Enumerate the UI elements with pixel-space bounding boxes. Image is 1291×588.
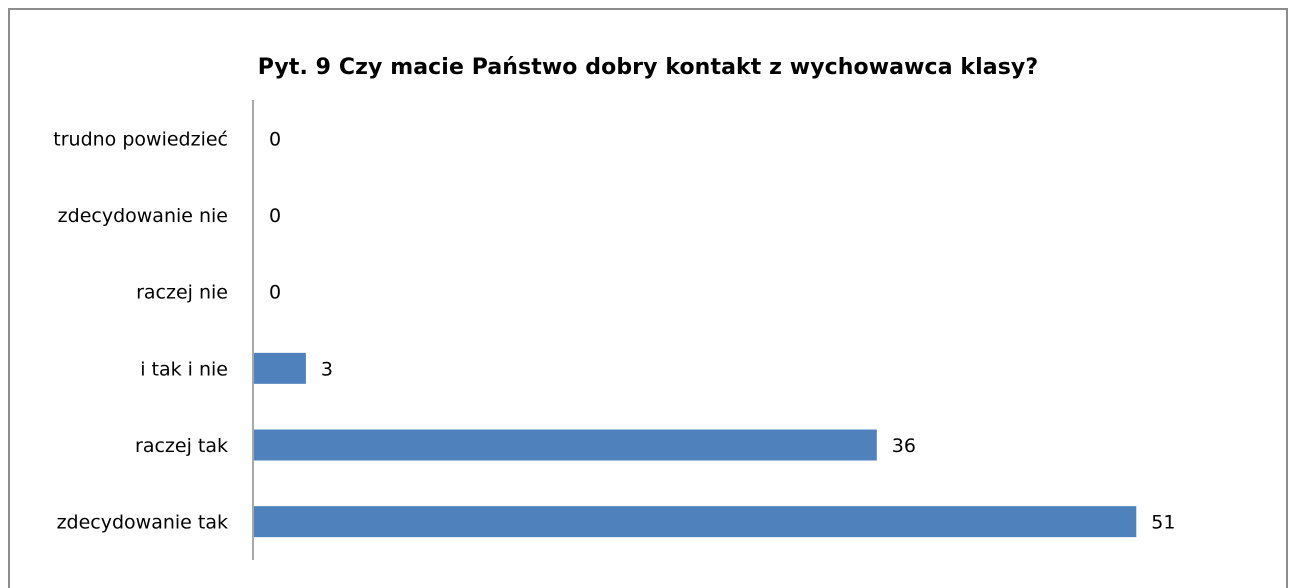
data-label: 0 xyxy=(269,128,281,150)
data-label: 0 xyxy=(269,205,281,227)
bar xyxy=(254,506,1137,538)
data-label: 36 xyxy=(892,435,916,457)
category-label: trudno powiedzieć xyxy=(53,128,228,150)
chart-title: Pyt. 9 Czy macie Państwo dobry kontakt z… xyxy=(257,55,1039,80)
bar xyxy=(254,352,306,384)
data-label: 51 xyxy=(1151,512,1175,534)
category-label: i tak i nie xyxy=(140,358,228,380)
data-label: 3 xyxy=(321,358,333,380)
bar xyxy=(254,429,877,461)
data-label: 0 xyxy=(269,282,281,304)
category-label: zdecydowanie nie xyxy=(58,205,228,227)
chart-frame: Pyt. 9 Czy macie Państwo dobry kontakt z… xyxy=(8,8,1288,588)
category-label: zdecydowanie tak xyxy=(57,512,228,534)
category-label: raczej nie xyxy=(136,282,228,304)
category-label: raczej tak xyxy=(135,435,228,457)
